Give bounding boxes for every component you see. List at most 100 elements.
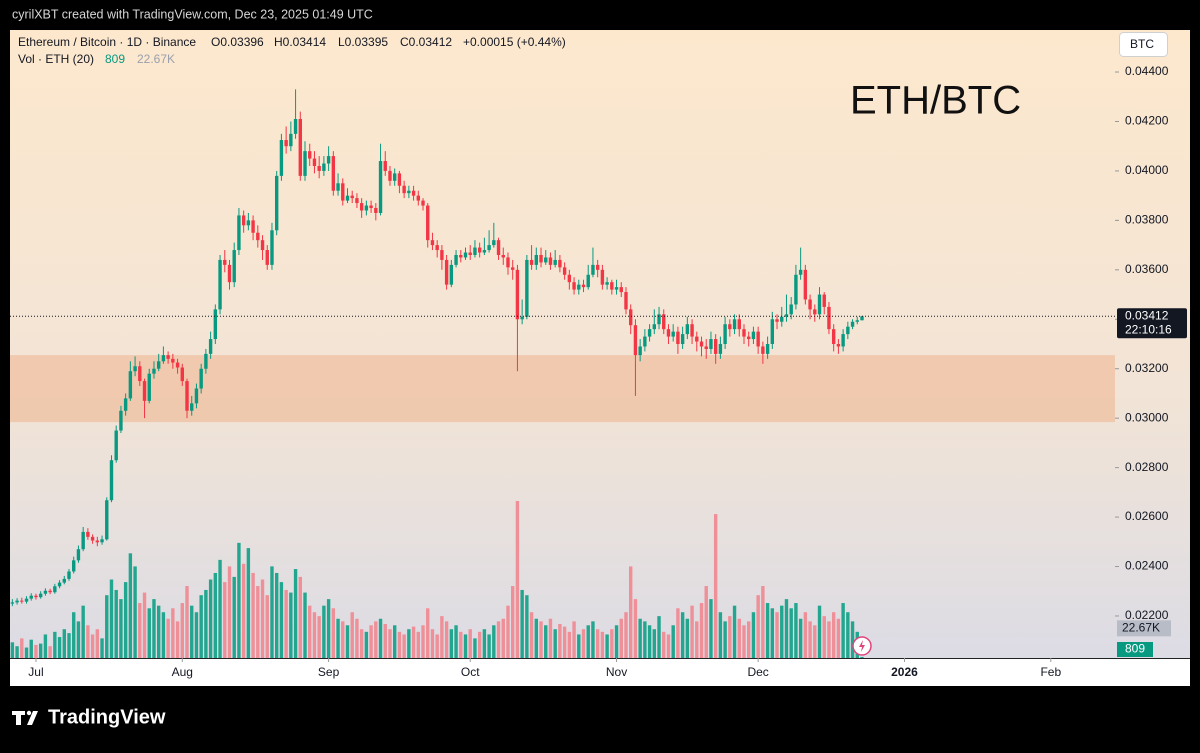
volume-bar bbox=[610, 629, 614, 658]
volume-bar bbox=[10, 642, 15, 658]
candle-body bbox=[298, 119, 302, 176]
volume-bar bbox=[685, 618, 690, 658]
candle-body bbox=[591, 264, 595, 275]
candle-body bbox=[676, 331, 680, 344]
candle-body bbox=[770, 319, 775, 344]
candle-body bbox=[171, 358, 175, 363]
volume-bar bbox=[105, 595, 109, 658]
candle-body bbox=[185, 381, 189, 411]
candle-body bbox=[444, 259, 449, 285]
x-tick-label: 2026 bbox=[891, 665, 918, 679]
candle-body bbox=[326, 156, 331, 164]
volume-bar bbox=[208, 579, 213, 658]
candle-body bbox=[152, 368, 156, 374]
volume-bar bbox=[671, 625, 675, 658]
volume-bar bbox=[713, 514, 718, 658]
volume-bar bbox=[15, 646, 19, 658]
logo-icon bbox=[12, 711, 38, 725]
candle-body bbox=[72, 560, 76, 572]
volume-bar bbox=[662, 631, 666, 658]
legend-close: C0.03412 bbox=[400, 35, 452, 49]
candle-body bbox=[265, 250, 269, 265]
volume-bar bbox=[430, 629, 435, 658]
volume-bar bbox=[223, 582, 227, 658]
currency[interactable]: BTC bbox=[1130, 37, 1154, 51]
volume-bar bbox=[591, 621, 595, 658]
x-tick-label: Nov bbox=[606, 665, 627, 679]
candle-body bbox=[449, 264, 454, 285]
candle-body bbox=[20, 600, 24, 602]
candle-body bbox=[430, 240, 435, 246]
volume-bar bbox=[185, 586, 189, 658]
volume-bar bbox=[780, 605, 784, 658]
candle-body bbox=[119, 410, 123, 431]
candle-body bbox=[477, 247, 482, 253]
volume-bar bbox=[544, 625, 548, 658]
candle-body bbox=[539, 254, 543, 263]
candle-body bbox=[614, 287, 619, 290]
candle-body bbox=[520, 316, 524, 320]
candle-body bbox=[199, 368, 203, 389]
candle-body bbox=[798, 269, 803, 275]
candle-body bbox=[747, 336, 751, 340]
candle-body bbox=[208, 339, 213, 354]
candle-body bbox=[586, 274, 590, 288]
volume-bar bbox=[680, 612, 685, 658]
candle-body bbox=[426, 205, 430, 241]
candle-body bbox=[704, 346, 708, 349]
x-tick-label: Aug bbox=[172, 665, 193, 679]
candle-body bbox=[350, 195, 354, 199]
volume-bar bbox=[53, 631, 57, 658]
volume-bar bbox=[605, 634, 609, 658]
candle-body bbox=[817, 294, 822, 315]
volume-bar bbox=[232, 576, 236, 658]
candle-body bbox=[227, 264, 232, 283]
candle-body bbox=[846, 326, 850, 335]
candle-body bbox=[213, 309, 218, 340]
volume-bar bbox=[147, 608, 151, 658]
volume-bar bbox=[128, 553, 133, 658]
candle-body bbox=[647, 329, 652, 337]
volume-bar bbox=[770, 608, 775, 658]
candle-body bbox=[10, 602, 15, 604]
candle-body bbox=[775, 319, 779, 322]
volume-bar bbox=[831, 612, 836, 658]
volume-bar bbox=[704, 586, 708, 658]
alert-icon bbox=[858, 640, 865, 652]
volume-bar bbox=[383, 623, 387, 658]
volume-bar bbox=[784, 599, 789, 658]
candle-body bbox=[487, 245, 491, 251]
candle-body bbox=[109, 460, 114, 501]
volume-bar bbox=[218, 559, 222, 658]
candle-body bbox=[411, 190, 416, 196]
volume-bar bbox=[506, 605, 510, 658]
volume-bar bbox=[237, 542, 241, 658]
candle-body bbox=[317, 165, 321, 171]
volume-bar bbox=[742, 625, 746, 658]
volume-bar bbox=[534, 618, 539, 658]
volume-bar bbox=[43, 634, 48, 658]
candle-body bbox=[728, 324, 732, 330]
volume-bar bbox=[194, 612, 199, 658]
candle-body bbox=[194, 388, 199, 404]
candle-body bbox=[421, 200, 425, 206]
candle-body bbox=[374, 208, 378, 213]
candle-body bbox=[751, 331, 756, 340]
legend-high: H0.03414 bbox=[274, 35, 326, 49]
candle-body bbox=[440, 250, 444, 260]
volume-bar bbox=[81, 605, 85, 658]
currency-button[interactable] bbox=[1119, 32, 1168, 57]
candle-body bbox=[836, 344, 841, 347]
candle-body bbox=[765, 344, 770, 354]
volume-bar bbox=[378, 618, 383, 658]
volume-bar bbox=[38, 643, 43, 658]
volume-bar bbox=[577, 634, 581, 658]
volume-bar bbox=[72, 612, 76, 658]
candle-body bbox=[369, 205, 373, 209]
volume-bar bbox=[633, 599, 638, 658]
candle-body bbox=[666, 329, 671, 337]
volume-bar bbox=[548, 618, 553, 658]
y-tick-label: 0.02800 bbox=[1125, 460, 1169, 474]
volume-bar bbox=[86, 625, 90, 658]
candle-body bbox=[237, 215, 241, 251]
